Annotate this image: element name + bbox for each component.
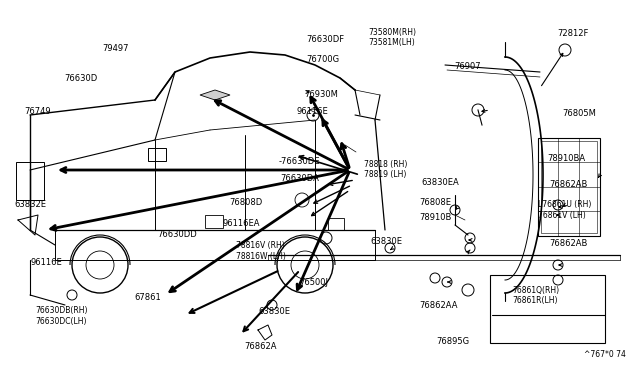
Text: 79497: 79497 (102, 44, 129, 53)
Text: 78910B: 78910B (419, 213, 452, 222)
Polygon shape (200, 90, 230, 100)
Text: 72812F: 72812F (557, 29, 588, 38)
Text: 76862AB: 76862AB (549, 180, 588, 189)
Text: 96116E: 96116E (296, 107, 328, 116)
Text: 76630D: 76630D (64, 74, 97, 83)
Bar (538, 138, 600, 236)
Text: 63832E: 63832E (14, 200, 46, 209)
Text: 73580M(RH)
73581M(LH): 73580M(RH) 73581M(LH) (368, 28, 416, 47)
Text: 78910BA: 78910BA (547, 154, 586, 163)
Text: 63830E: 63830E (258, 307, 290, 316)
Text: 78818 (RH)
78819 (LH): 78818 (RH) 78819 (LH) (364, 160, 407, 179)
Text: 76630DD: 76630DD (157, 230, 196, 239)
Text: 76700G: 76700G (306, 55, 339, 64)
Text: 63830EA: 63830EA (421, 178, 459, 187)
Text: 63830E: 63830E (370, 237, 402, 246)
Text: 76630DA: 76630DA (280, 174, 319, 183)
Text: 76630DB(RH)
76630DC(LH): 76630DB(RH) 76630DC(LH) (35, 307, 88, 326)
Text: 76907: 76907 (454, 62, 481, 71)
Text: 76895G: 76895G (436, 337, 470, 346)
Bar (490, 275, 605, 343)
Text: 76630DF: 76630DF (306, 35, 344, 44)
Text: 67861: 67861 (134, 293, 161, 302)
Text: 76805M: 76805M (562, 109, 596, 118)
Text: 78816V (RH)
78816W (LH): 78816V (RH) 78816W (LH) (236, 241, 285, 261)
Bar (205, 215, 223, 228)
Bar (16, 162, 44, 200)
Bar (541, 141, 597, 233)
Text: 76930M: 76930M (304, 90, 338, 99)
Bar (328, 218, 344, 230)
Text: 76749: 76749 (24, 107, 51, 116)
Text: 76861Q(RH)
76861R(LH): 76861Q(RH) 76861R(LH) (512, 286, 559, 305)
Text: ^767*0 74: ^767*0 74 (584, 350, 626, 359)
Text: 96116E: 96116E (31, 258, 63, 267)
Text: L76861U (RH)
76861V (LH): L76861U (RH) 76861V (LH) (538, 201, 591, 220)
Text: 96116EA: 96116EA (223, 219, 260, 228)
Text: 76862AB: 76862AB (549, 239, 588, 248)
Text: 76808D: 76808D (229, 198, 262, 207)
Bar (148, 148, 166, 161)
Text: 76862A: 76862A (244, 342, 277, 351)
Text: -76630DE: -76630DE (278, 157, 320, 166)
Text: 76862AA: 76862AA (419, 301, 458, 310)
Text: 76808E: 76808E (419, 198, 451, 207)
Text: 76500J: 76500J (300, 278, 328, 287)
